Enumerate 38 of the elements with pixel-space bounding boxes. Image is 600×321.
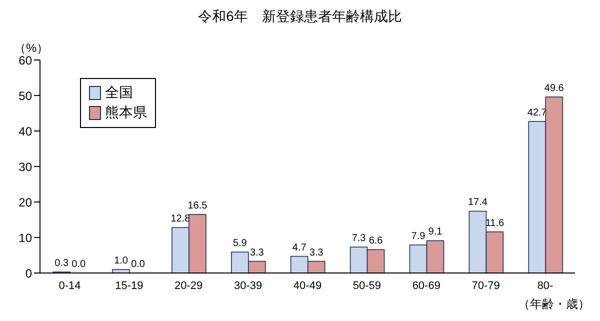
x-tick-label: 50-59	[352, 280, 382, 292]
y-axis-title: （%）	[14, 40, 49, 56]
data-label: 6.6	[368, 236, 384, 247]
data-label: 7.3	[352, 233, 366, 244]
data-label: 3.3	[250, 247, 264, 258]
data-label: 0.0	[131, 259, 146, 270]
data-label: 4.7	[292, 242, 307, 254]
data-label: 16.5	[188, 200, 208, 212]
x-tick-label: 0-14	[58, 280, 81, 292]
legend-label: 熊本県	[105, 104, 147, 122]
x-tick-label: 60-69	[412, 280, 440, 292]
x-axis-title: （年齢・歳）	[518, 296, 590, 313]
x-tick-label: 20-29	[174, 280, 203, 292]
data-label: 17.4	[468, 197, 488, 208]
y-tick-label: 0	[25, 266, 32, 280]
x-tick-label: 70-79	[472, 280, 500, 292]
data-label: 5.9	[232, 238, 248, 250]
y-tick-label: 50	[18, 88, 32, 103]
x-tick-label: 15-19	[115, 280, 144, 292]
y-tick-label: 40	[18, 124, 32, 138]
chart-title: 令和6年 新登録患者年齢構成比	[197, 8, 403, 26]
data-label: 0.3	[54, 258, 69, 269]
data-label: 3.3	[309, 247, 324, 258]
data-label: 7.9	[411, 230, 426, 242]
y-tick-label: 60	[18, 53, 32, 68]
bar	[112, 269, 130, 273]
y-tick-label: 30	[18, 160, 32, 174]
y-tick-label: 20	[18, 195, 32, 210]
data-label: 42.7	[527, 107, 548, 118]
x-tick-label: 40-49	[293, 280, 322, 292]
x-tick-label: 30-39	[234, 280, 262, 292]
data-label: 49.6	[544, 82, 564, 94]
x-tick-label: 80-	[537, 280, 554, 292]
data-label: 1.0	[114, 255, 128, 266]
legend-label: 全国	[105, 84, 133, 102]
data-label: 0.0	[72, 259, 86, 270]
data-label: 9.1	[428, 226, 443, 238]
y-tick-label: 10	[18, 230, 32, 245]
